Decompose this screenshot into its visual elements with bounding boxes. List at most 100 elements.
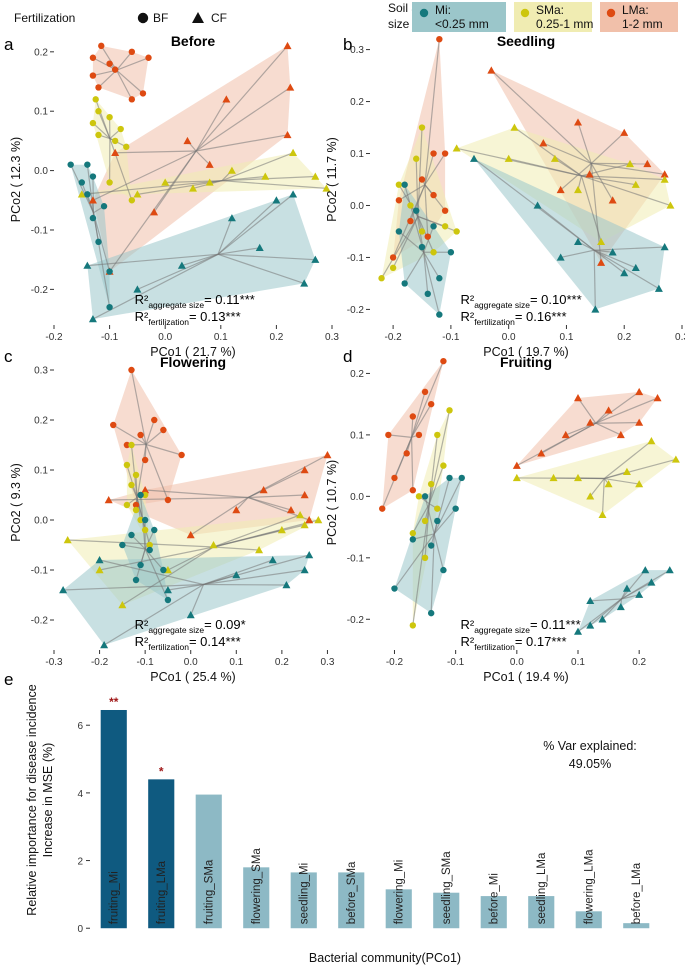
point-sma-cf [510,123,519,131]
spider-line [424,496,435,534]
x-tick-label: 0.0 [184,657,198,668]
x-tick-label: 0.1 [214,332,228,343]
spider-line [144,548,169,601]
point-sma-bf [141,526,149,534]
spider-line [195,134,288,152]
legend-sma-range: 0.25-1 mm [536,17,593,31]
point-sma-cf [660,175,669,183]
point-mi-bf [106,303,113,311]
spider-line [217,253,305,284]
bar-label: seedling_LMa [536,852,548,924]
panel-e: fruiting_Mi ** fruiting_LMa * fruiting_SMa fl… [25,684,650,965]
spider-line [63,583,204,591]
spider-line [580,175,602,243]
spider-line [145,429,164,445]
point-lma-bf [421,388,429,396]
point-lma-cf [660,170,669,178]
point-lma-cf [150,208,159,216]
point-sma-cf [314,516,323,524]
panel-letter-c: c [4,347,13,366]
spider-line [112,424,147,446]
panel-e-var-value: 49.05% [569,757,611,771]
legend-fertilization-title: Fertilization [14,11,75,25]
panel-a-groups [67,41,331,323]
legend-mi-name: Mi: [435,3,451,17]
point-lma-cf [608,196,617,204]
point-mi-cf [556,253,565,261]
point-mi-bf [164,596,172,604]
panel-d-r2-fertilization: R²fertilization= 0.17*** [460,634,566,652]
point-sma-bf [106,179,113,186]
panel-d: Fruiting -0.2 -0.1 0.0 0.1 0.2 -0.2 -0.1 0.0 0.1… [325,354,680,684]
point-mi-cf [83,261,92,269]
panel-letter-b: b [343,35,352,54]
y-tick-label: 2 [77,857,83,868]
panel-c-ticks: -0.3 -0.2 -0.1 0.0 0.1 0.2 0.3 -0.2 -0.1 0.0 0.1 0.… [31,366,335,669]
point-sma-bf [95,131,102,139]
spider-line [593,249,637,269]
point-sma-cf [549,473,558,482]
spider-line [581,175,671,207]
panel-b-ticks: -0.2 -0.1 0.0 0.1 0.2 0.3 -0.2 -0.1 0.0 0.1 0.2 0.3 [347,45,685,343]
point-mi-cf [305,551,314,559]
point-sma-bf [395,181,403,188]
point-sma-bf [434,505,441,512]
point-mi-bf [447,249,455,256]
point-mi-cf [622,584,631,592]
point-sma-cf [300,521,309,529]
point-mi-cf [598,615,607,623]
bar-label: seedling_SMa [441,851,453,924]
point-sma-bf [128,481,135,489]
point-sma-bf [132,471,140,479]
point-sma-bf [123,461,131,469]
bar-seedling-lma [528,896,555,929]
point-lma-cf [232,506,241,514]
point-mi-bf [137,561,144,569]
spider-line [415,158,419,217]
hull-sma-bf [92,99,132,201]
point-mi-bf [137,491,144,499]
panel-b-xlabel: PCo1 ( 19.7 %) [483,345,568,359]
point-lma-cf [323,451,332,459]
spider-line [412,503,430,626]
point-lma-bf [418,176,426,183]
y-tick-label: 0.0 [350,201,364,212]
point-mi-bf [446,474,453,482]
panel-c-title: Flowering [160,354,226,370]
point-lma-bf [427,400,435,408]
point-lma-bf [98,42,105,50]
hull-lma-bf [113,370,182,505]
legend-lma-marker [606,8,616,18]
legend-mi-swatch [412,2,506,32]
point-lma-bf [89,54,97,61]
point-mi-cf [59,586,68,594]
spider-line [412,503,430,534]
point-lma-cf [259,486,268,494]
point-mi-bf [84,191,91,198]
bar-before-mi [480,896,507,929]
panel-a-r2-fertilization: R²fertilization= 0.13*** [135,309,241,327]
point-sma-bf [128,197,136,204]
point-lma-bf [415,431,423,439]
panel-b-ylabel: PCo2 ( 11.7 %) [325,137,339,222]
spider-line [603,440,652,480]
legend: Fertilization BF CF Soil aggregate size … [14,1,678,32]
point-mi-cf [100,641,109,649]
point-sma-bf [389,264,397,272]
legend-mi-range: <0.25 mm [435,17,489,31]
spider-line [433,533,444,571]
spider-line [604,471,628,480]
spider-line [99,546,214,571]
point-sma-cf [598,510,607,518]
point-sma-cf [671,455,680,463]
point-lma-bf [128,48,136,56]
point-lma-bf [128,366,135,374]
panel-letter-d: d [343,347,352,366]
point-lma-cf [286,83,295,91]
bar-fruiting-sma [195,794,222,929]
point-lma-bf [111,66,119,73]
spider-line [95,99,111,139]
panel-e-ylabel-1: Relative importance for disease incidenc… [25,684,39,915]
x-tick-label: 0.0 [158,332,172,343]
point-lma-cf [653,394,662,402]
